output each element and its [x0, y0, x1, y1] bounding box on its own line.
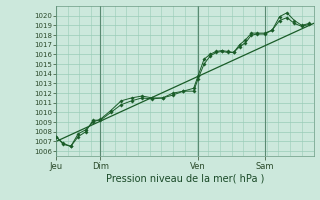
X-axis label: Pression niveau de la mer( hPa ): Pression niveau de la mer( hPa ) — [106, 173, 264, 183]
